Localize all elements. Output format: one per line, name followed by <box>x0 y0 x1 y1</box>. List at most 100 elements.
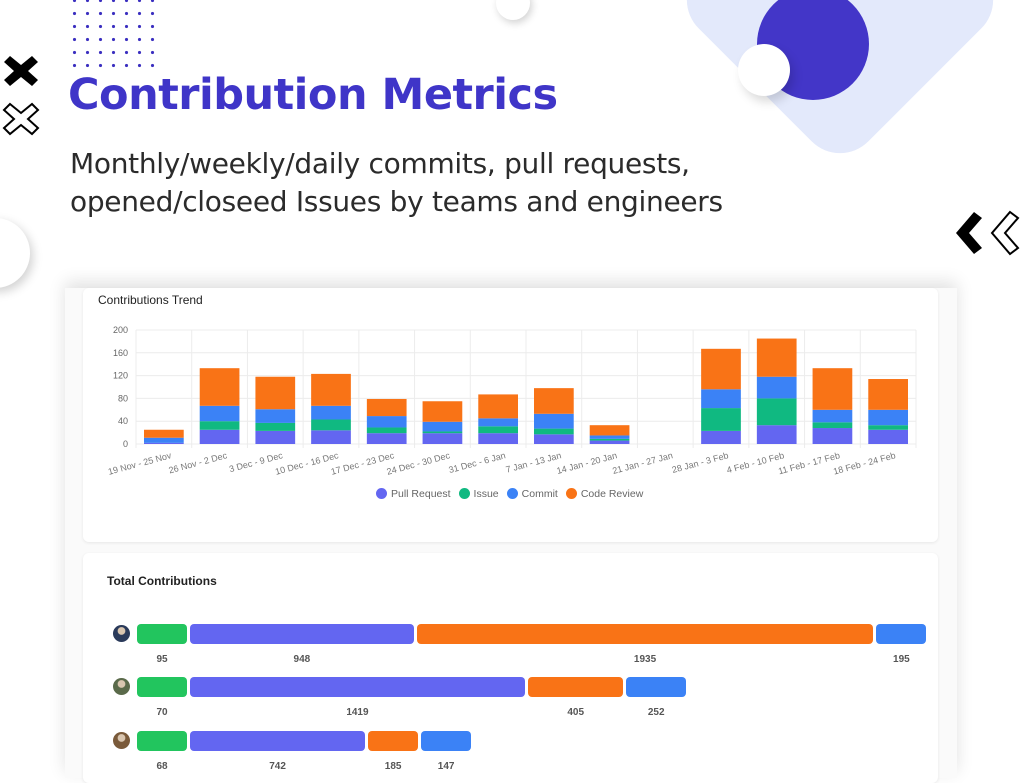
section-title: Total Contributions <box>107 574 217 588</box>
legend-label: Commit <box>521 488 558 500</box>
bar-code-review <box>199 368 240 406</box>
bar-issue <box>756 398 797 426</box>
bar-pull-request[interactable] <box>190 677 525 697</box>
y-tick-label: 120 <box>113 371 128 381</box>
bar-commit <box>756 376 797 399</box>
bar-commit[interactable] <box>626 677 686 697</box>
bar-issue <box>701 408 741 431</box>
bar-commit <box>422 421 463 432</box>
chevrons-left-icon <box>956 210 1020 256</box>
bar-issue <box>868 425 908 430</box>
bar-pull-request <box>534 434 574 444</box>
chart-title: Contributions Trend <box>98 293 203 307</box>
x-tick-label: 21 Jan - 27 Jan <box>611 450 674 476</box>
bar-issue[interactable] <box>137 677 187 697</box>
bar-value-label: 948 <box>293 654 311 665</box>
bar-commit <box>199 405 240 422</box>
legend-item[interactable]: Code Review <box>565 488 644 500</box>
chart-legend: Pull Request Issue Commit Code Review <box>376 488 643 500</box>
bar-commit <box>812 409 853 423</box>
legend-label: Issue <box>473 488 499 500</box>
bar-code-review <box>534 388 574 414</box>
bar-code-review <box>311 373 351 406</box>
x-tick-label: 14 Jan - 20 Jan <box>556 450 619 476</box>
bar-commit <box>589 435 630 439</box>
decor-circle-white <box>738 44 790 96</box>
bar-code-review <box>812 368 853 410</box>
bar-commit <box>255 409 296 423</box>
bar-issue[interactable] <box>137 624 187 644</box>
bar-pull-request <box>422 433 463 444</box>
bar-pull-request <box>255 430 296 444</box>
subtitle-line: Monthly/weekly/daily commits, pull reque… <box>70 147 690 180</box>
page-title: Contribution Metrics <box>68 70 558 120</box>
x-tick-label: 24 Dec - 30 Dec <box>386 450 452 477</box>
bar-value-label: 68 <box>156 761 168 772</box>
bar-commit <box>144 437 184 443</box>
bar-code-review <box>868 379 908 410</box>
x-tick-label: 11 Feb - 17 Feb <box>777 450 841 476</box>
legend-item[interactable]: Pull Request <box>376 488 451 500</box>
bar-pull-request <box>199 429 240 444</box>
bar-commit <box>478 418 518 427</box>
bar-value-label: 1935 <box>633 654 657 665</box>
bar-code-review <box>478 394 518 419</box>
bar-pull-request <box>311 430 351 444</box>
x-tick-label: 10 Dec - 16 Dec <box>274 450 340 477</box>
decor-circle-top <box>496 0 530 20</box>
bar-pull-request <box>366 433 407 444</box>
avatar[interactable] <box>113 732 130 749</box>
bar-commit <box>366 416 407 428</box>
bar-code-review[interactable] <box>416 624 874 644</box>
y-tick-label: 40 <box>118 416 128 426</box>
y-tick-label: 200 <box>113 325 128 335</box>
bar-issue <box>534 428 574 435</box>
legend-dot-icon <box>458 488 470 499</box>
bar-commit <box>701 389 741 409</box>
bar-code-review <box>756 338 797 377</box>
x-tick-label: 26 Nov - 2 Dec <box>168 450 229 475</box>
bar-commit[interactable] <box>876 624 927 644</box>
avatar[interactable] <box>113 625 130 642</box>
bar-code-review[interactable] <box>527 677 624 697</box>
bar-pull-request <box>701 430 741 444</box>
bar-value-label: 70 <box>156 707 168 718</box>
bar-code-review[interactable] <box>368 731 419 751</box>
decor-circle-left <box>0 218 30 288</box>
bar-issue <box>255 422 296 431</box>
bar-commit <box>534 413 574 429</box>
bar-commit <box>868 409 908 426</box>
legend-label: Pull Request <box>391 488 451 500</box>
bar-commit <box>311 405 351 420</box>
bar-commit[interactable] <box>421 731 472 751</box>
x-tick-label: 28 Jan - 3 Feb <box>671 450 730 475</box>
bar-pull-request[interactable] <box>190 624 414 644</box>
decor-dot-grid <box>68 0 160 72</box>
bar-issue <box>422 431 463 434</box>
bar-code-review <box>422 401 463 422</box>
bar-pull-request[interactable] <box>190 731 366 751</box>
x-tick-label: 17 Dec - 23 Dec <box>330 450 396 477</box>
bar-code-review <box>589 425 630 436</box>
bar-issue[interactable] <box>137 731 187 751</box>
cross-icon <box>2 56 40 136</box>
bar-value-label: 185 <box>384 761 402 772</box>
bar-issue <box>199 421 240 430</box>
bar-pull-request <box>812 428 853 444</box>
x-tick-label: 4 Feb - 10 Feb <box>726 450 786 475</box>
bar-issue <box>311 419 351 431</box>
x-tick-label: 7 Jan - 13 Jan <box>505 450 563 474</box>
y-tick-label: 80 <box>118 393 128 403</box>
bar-code-review <box>366 398 407 417</box>
x-tick-label: 31 Dec - 6 Jan <box>448 450 507 475</box>
x-tick-label: 19 Nov - 25 Nov <box>107 450 173 477</box>
avatar[interactable] <box>113 678 130 695</box>
legend-item[interactable]: Commit <box>506 488 558 500</box>
legend-item[interactable]: Issue <box>458 488 499 500</box>
bar-issue <box>589 438 630 441</box>
bar-pull-request <box>589 440 630 444</box>
y-tick-label: 0 <box>123 439 128 449</box>
bar-code-review <box>701 348 741 390</box>
legend-label: Code Review <box>580 488 644 500</box>
